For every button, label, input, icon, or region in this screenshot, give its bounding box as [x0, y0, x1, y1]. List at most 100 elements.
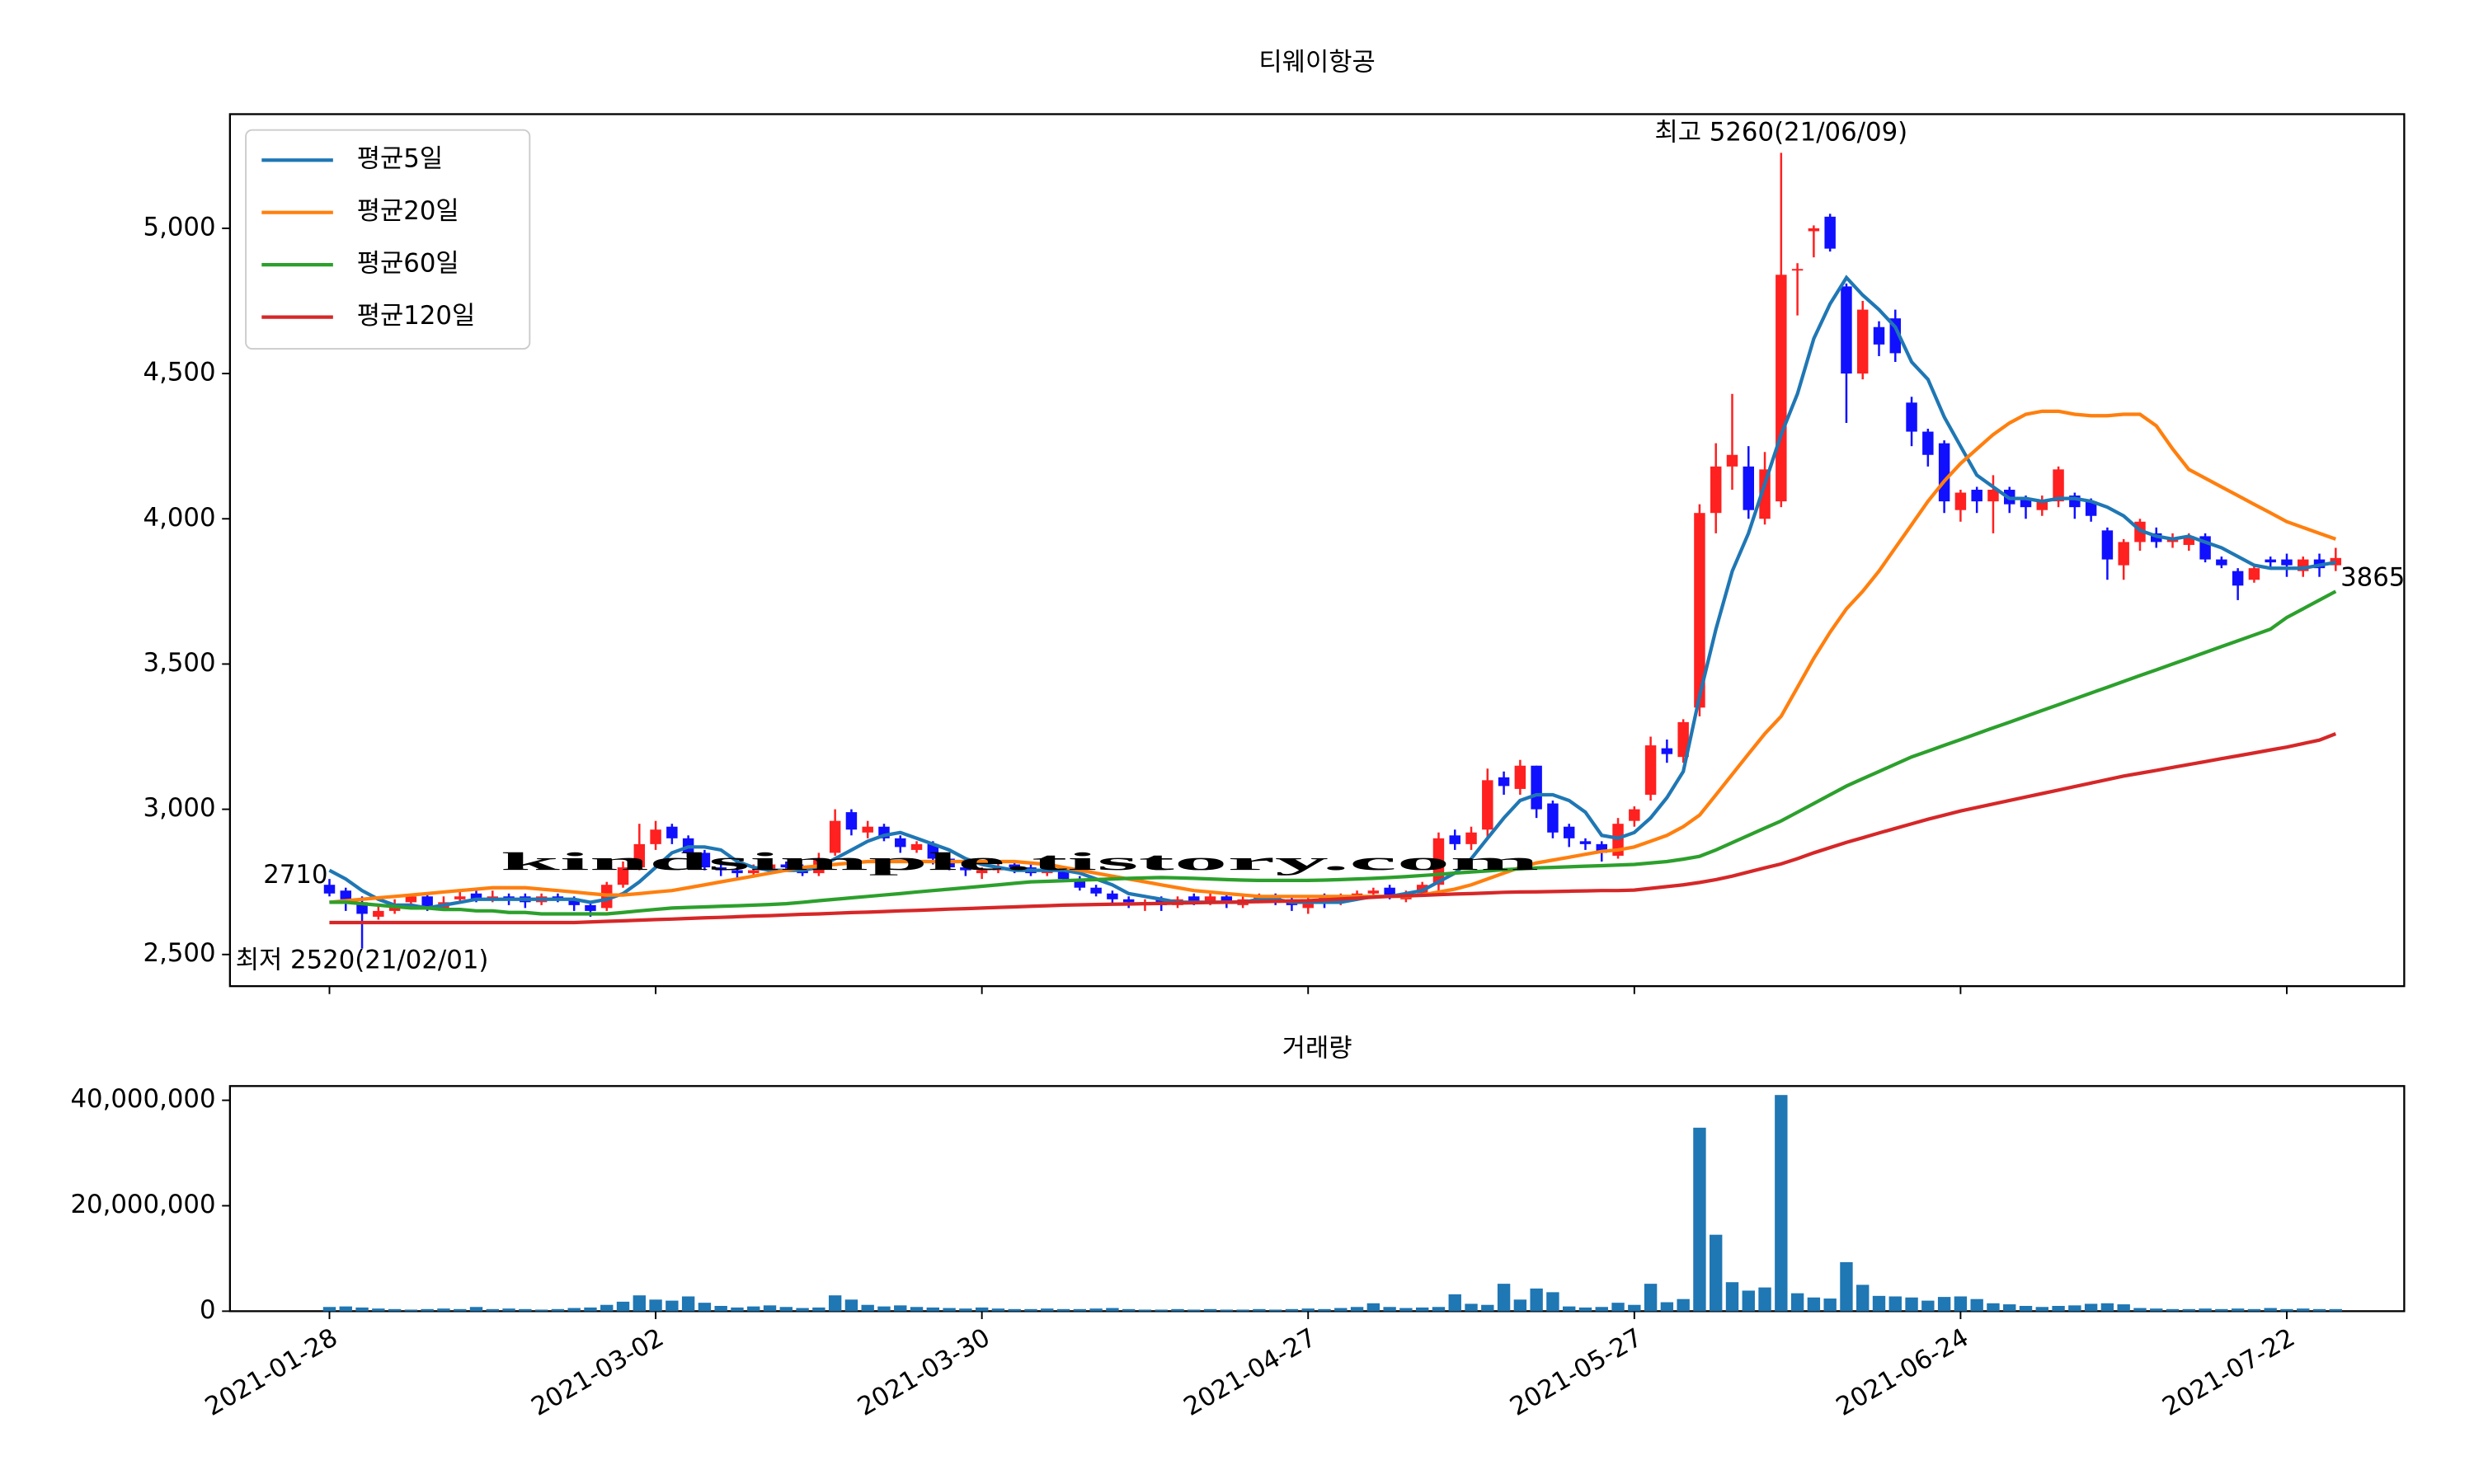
- y-tick-label: 5,000: [143, 212, 216, 242]
- moving-average-line: [329, 589, 2337, 916]
- watermark: kindsimple.tistory.com: [501, 848, 1540, 876]
- volume-bar: [763, 1305, 777, 1312]
- candle-body: [927, 843, 939, 859]
- volume-bar: [844, 1299, 858, 1312]
- volume-bar: [2280, 1308, 2293, 1312]
- volume-bar: [2215, 1308, 2228, 1312]
- volume-bar: [2312, 1308, 2326, 1312]
- volume-bar: [747, 1306, 760, 1312]
- volume-bar: [1188, 1309, 1201, 1312]
- candle-body: [585, 904, 596, 911]
- volume-bar: [534, 1309, 548, 1312]
- volume-bar: [666, 1300, 679, 1312]
- volume-bar: [861, 1304, 874, 1312]
- volume-bar: [1628, 1304, 1641, 1312]
- candle-body: [1743, 466, 1755, 510]
- volume-bar: [1318, 1308, 1331, 1312]
- volume-bar: [2247, 1308, 2261, 1312]
- volume-bar: [1138, 1309, 1152, 1312]
- volume-bar: [469, 1307, 483, 1312]
- volume-axes-frame: [228, 1085, 2406, 1313]
- volume-bar: [1024, 1308, 1037, 1312]
- volume-bar: [1399, 1308, 1413, 1312]
- volume-bar: [1530, 1288, 1543, 1312]
- volume-bar: [1807, 1297, 1821, 1312]
- volume-bar: [1937, 1297, 1951, 1312]
- volume-bar: [649, 1299, 662, 1312]
- candle-body: [1954, 492, 1967, 510]
- y-tick-label: 2,500: [143, 938, 216, 968]
- volume-bar: [1742, 1290, 1755, 1312]
- moving-average-line: [328, 275, 2336, 910]
- volume-bar: [454, 1308, 467, 1312]
- volume-bar: [877, 1306, 891, 1312]
- candle-body: [1122, 899, 1135, 903]
- volume-bar: [600, 1304, 614, 1312]
- candle-body: [2020, 498, 2032, 508]
- candle-body: [1906, 402, 1917, 432]
- volume-bar: [1790, 1293, 1804, 1312]
- candle-body: [2053, 469, 2064, 502]
- candle-body: [470, 893, 482, 899]
- candle-body: [2232, 571, 2244, 586]
- volume-bar: [519, 1308, 532, 1312]
- candle-body: [373, 910, 384, 917]
- volume-bar: [2150, 1308, 2163, 1312]
- candle-body: [2265, 559, 2276, 563]
- volume-bar: [1905, 1297, 1918, 1312]
- volume-bar: [1987, 1303, 2000, 1312]
- volume-bar: [2166, 1308, 2180, 1312]
- volume-bar: [404, 1309, 418, 1312]
- volume-bar: [2133, 1308, 2147, 1312]
- volume-bar: [1073, 1308, 1087, 1312]
- candle-body: [1776, 275, 1787, 502]
- candle-body: [960, 867, 971, 871]
- legend-label: 평균5일: [357, 144, 443, 174]
- volume-bar: [1611, 1303, 1625, 1312]
- candle-body: [1498, 777, 1510, 787]
- volume-bar: [975, 1307, 989, 1312]
- price-axes-frame: [228, 113, 2406, 988]
- candle-body: [2036, 501, 2048, 510]
- candle-body: [1009, 864, 1020, 868]
- legend-label: 평균120일: [357, 301, 476, 331]
- candle-body: [748, 870, 760, 874]
- volume-bar: [1415, 1307, 1429, 1312]
- candle-body: [2183, 536, 2195, 545]
- candle-body: [1824, 216, 1836, 249]
- candle-body: [1808, 228, 1820, 232]
- volume-bar: [1758, 1287, 1771, 1312]
- volume-bar: [1432, 1307, 1446, 1312]
- annotation: 최고 5260(21/06/09): [1654, 118, 1907, 148]
- volume-bar: [2182, 1308, 2195, 1312]
- volume-bar: [502, 1308, 515, 1312]
- volume-bar: [584, 1307, 597, 1312]
- legend-label: 평균20일: [357, 196, 459, 226]
- candle-body: [1465, 832, 1477, 844]
- y-tick-label: 20,000,000: [70, 1190, 215, 1219]
- volume-bar: [1888, 1296, 1902, 1312]
- volume-bar: [1155, 1309, 1168, 1312]
- candle-body: [1841, 286, 1852, 374]
- y-tick-label: 3,000: [143, 793, 216, 823]
- volume-bar: [2068, 1305, 2081, 1312]
- candle-body: [829, 820, 841, 853]
- volume-bar: [1497, 1284, 1511, 1312]
- candle-body: [1759, 469, 1771, 519]
- candle-body: [1889, 318, 1902, 354]
- candle-body: [1531, 765, 1542, 810]
- candle-body: [2118, 542, 2129, 566]
- candle-body: [764, 864, 776, 871]
- candle-body: [2281, 559, 2293, 566]
- volume-bar: [1921, 1300, 1935, 1312]
- candle-body: [715, 867, 727, 871]
- volume-bar: [1677, 1298, 1690, 1312]
- candle-body: [1856, 309, 1869, 374]
- chart-title: 거래량: [1282, 1034, 1352, 1064]
- volume-bar: [1578, 1307, 1592, 1312]
- volume-bar: [1693, 1127, 1706, 1312]
- volume-bar: [1546, 1292, 1559, 1312]
- y-tick-label: 3,500: [143, 648, 216, 678]
- volume-bar: [388, 1308, 402, 1312]
